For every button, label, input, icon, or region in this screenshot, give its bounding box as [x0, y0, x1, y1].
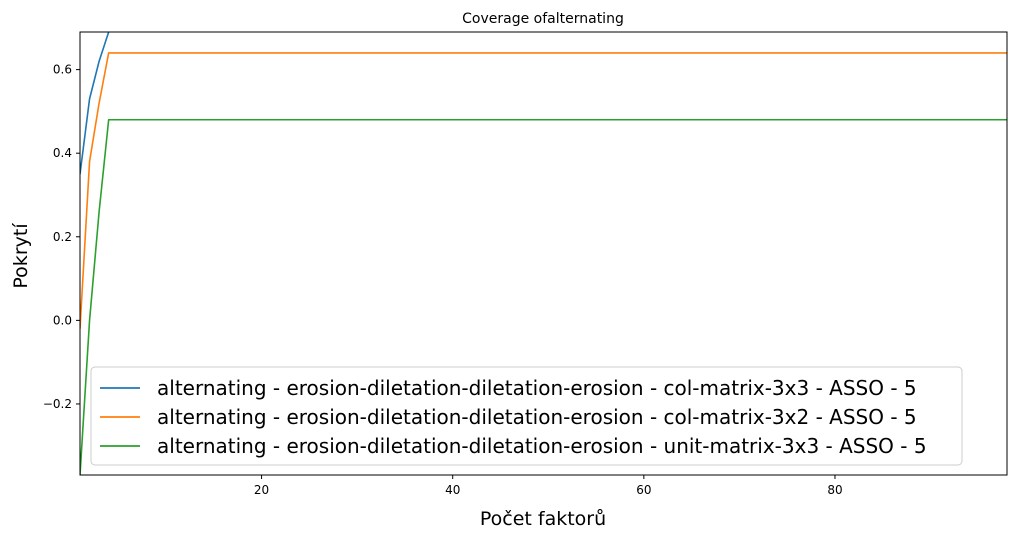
x-axis-title: Počet faktorů — [480, 508, 606, 530]
axes-frame — [79, 31, 1008, 476]
legend: alternating - erosion-diletation-diletat… — [90, 366, 963, 466]
chart-title: Coverage ofalternating — [462, 11, 624, 27]
x-tick-label: 60 — [636, 483, 651, 497]
y-tick-label: 0.2 — [53, 230, 72, 244]
y-axis-title: Pokrytí — [10, 223, 32, 289]
plot-area — [80, 32, 1007, 475]
legend-label-1: alternating - erosion-diletation-diletat… — [157, 376, 917, 400]
y-tick-label: 0.4 — [53, 146, 72, 160]
legend-label-3: alternating - erosion-diletation-diletat… — [157, 434, 927, 458]
x-tick-label: 20 — [254, 483, 269, 497]
x-tick-label: 40 — [445, 483, 460, 497]
series-line-3 — [80, 118, 1007, 475]
series-line-1 — [80, 32, 110, 175]
y-tick-label: 0.6 — [53, 63, 72, 77]
axes: 20 40 60 80 −0.2 0.0 0.2 0.4 0.6 — [43, 31, 1008, 497]
legend-label-2: alternating - erosion-diletation-diletat… — [157, 405, 917, 429]
y-tick-label: 0.0 — [53, 313, 72, 327]
series-line-2 — [80, 52, 1007, 329]
x-tick-label: 80 — [827, 483, 842, 497]
y-tick-label: −0.2 — [43, 397, 72, 411]
legend-box — [90, 366, 963, 466]
